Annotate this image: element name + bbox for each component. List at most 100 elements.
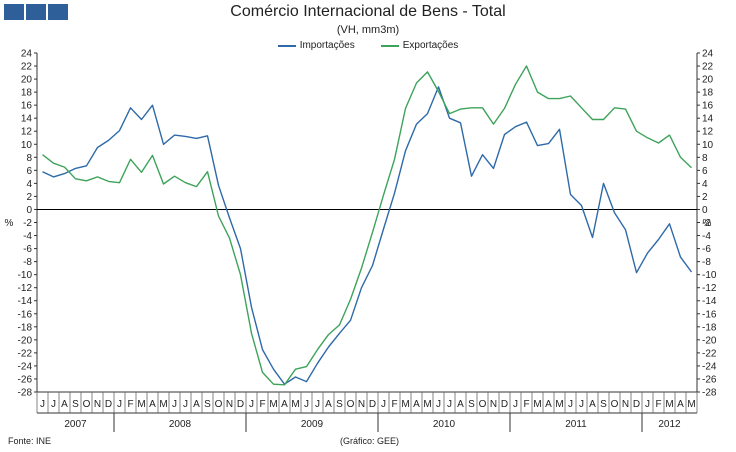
x-tick-label: N <box>490 399 497 410</box>
y-tick-label-right: -28 <box>702 388 717 399</box>
y-tick-label-right: 8 <box>702 153 708 164</box>
series-line-importacoes <box>42 86 693 385</box>
year-label: 2010 <box>433 419 456 430</box>
y-tick-label-left: -10 <box>18 270 33 281</box>
y-tick-label-left: -8 <box>23 257 32 268</box>
y-tick-label-right: -22 <box>702 348 717 359</box>
y-tick-label-left: -18 <box>18 322 33 333</box>
legend-swatch-exportacoes <box>380 44 399 47</box>
logo <box>4 4 68 20</box>
x-tick-label: F <box>523 399 529 410</box>
x-tick-label: M <box>687 399 695 410</box>
y-tick-label-left: 18 <box>21 88 33 99</box>
year-label: 2012 <box>658 419 681 430</box>
y-tick-label-left: -22 <box>18 348 33 359</box>
y-axis-label-right: % <box>703 218 712 229</box>
year-label: 2011 <box>565 419 587 430</box>
x-tick-label: D <box>633 399 640 410</box>
legend-item-exportacoes: Exportações <box>380 40 459 51</box>
x-tick-label: M <box>533 399 541 410</box>
x-tick-label: J <box>40 399 45 410</box>
y-tick-label-left: 2 <box>26 192 32 203</box>
legend-label-exportacoes: Exportações <box>402 40 459 51</box>
y-tick-label-left: -12 <box>18 283 33 294</box>
x-tick-label: N <box>358 399 365 410</box>
x-tick-label: A <box>457 399 464 410</box>
y-tick-label-left: 10 <box>21 140 33 151</box>
y-tick-label-right: 22 <box>702 62 714 73</box>
x-tick-label: J <box>645 399 650 410</box>
logo-block <box>4 4 24 20</box>
y-tick-label-left: -14 <box>18 296 33 307</box>
x-tick-label: N <box>94 399 101 410</box>
x-tick-label: M <box>137 399 145 410</box>
x-tick-label: J <box>51 399 56 410</box>
footer-credit: (Gráfico: GEE) <box>340 436 400 446</box>
x-tick-label: A <box>193 399 200 410</box>
x-tick-label: J <box>579 399 584 410</box>
y-tick-label-left: 6 <box>26 166 32 177</box>
x-tick-label: O <box>347 399 355 410</box>
y-tick-label-right: 16 <box>702 101 714 112</box>
footer-source: Fonte: INE <box>8 436 52 446</box>
x-tick-label: A <box>545 399 552 410</box>
x-tick-label: M <box>423 399 431 410</box>
y-tick-label-left: 24 <box>21 49 33 60</box>
y-tick-label-left: 0 <box>26 205 32 216</box>
y-tick-label-right: 24 <box>702 49 714 60</box>
year-label: 2009 <box>301 419 324 430</box>
y-tick-label-right: 20 <box>702 75 714 86</box>
x-tick-label: A <box>589 399 596 410</box>
legend-swatch-importacoes <box>277 44 296 47</box>
x-tick-label: J <box>381 399 386 410</box>
x-tick-label: O <box>215 399 223 410</box>
x-tick-label: J <box>183 399 188 410</box>
x-tick-label: A <box>325 399 332 410</box>
y-tick-label-left: 14 <box>21 114 33 125</box>
legend-label-importacoes: Importações <box>299 40 355 51</box>
y-tick-label-right: -14 <box>702 296 717 307</box>
x-tick-label: M <box>269 399 277 410</box>
legend-item-importacoes: Importações <box>277 40 355 51</box>
y-tick-label-right: 4 <box>702 179 708 190</box>
y-tick-label-right: -12 <box>702 283 717 294</box>
x-tick-label: S <box>600 399 607 410</box>
y-tick-label-left: -6 <box>23 244 32 255</box>
x-tick-label: F <box>391 399 397 410</box>
x-tick-label: F <box>259 399 265 410</box>
y-tick-label-right: -8 <box>702 257 711 268</box>
year-label: 2007 <box>64 419 87 430</box>
x-tick-label: D <box>369 399 376 410</box>
y-tick-label-left: -24 <box>18 361 33 372</box>
x-tick-label: O <box>611 399 619 410</box>
y-tick-label-left: -2 <box>23 218 32 229</box>
y-tick-label-right: -4 <box>702 231 711 242</box>
x-tick-label: F <box>127 399 133 410</box>
x-tick-label: S <box>204 399 211 410</box>
x-tick-label: A <box>281 399 288 410</box>
x-tick-label: D <box>105 399 112 410</box>
x-tick-label: J <box>304 399 309 410</box>
x-tick-label: S <box>468 399 475 410</box>
y-tick-label-right: 2 <box>702 192 708 203</box>
x-tick-label: J <box>315 399 320 410</box>
x-tick-label: F <box>655 399 661 410</box>
y-tick-label-left: -4 <box>23 231 32 242</box>
y-tick-label-right: 0 <box>702 205 708 216</box>
x-tick-label: N <box>622 399 629 410</box>
y-tick-label-right: -6 <box>702 244 711 255</box>
series-line-exportacoes <box>42 65 692 386</box>
x-tick-label: D <box>501 399 508 410</box>
x-tick-label: J <box>436 399 441 410</box>
y-tick-label-left: 16 <box>21 101 33 112</box>
year-label: 2008 <box>169 419 192 430</box>
x-tick-label: M <box>401 399 409 410</box>
x-tick-label: M <box>291 399 299 410</box>
y-tick-label-right: 6 <box>702 166 708 177</box>
y-tick-label-left: 22 <box>21 62 33 73</box>
y-axis-label-left: % <box>5 218 14 229</box>
chart-subtitle: (VH, mm3m) <box>336 24 400 36</box>
y-tick-label-left: 12 <box>21 127 33 138</box>
x-tick-label: J <box>172 399 177 410</box>
